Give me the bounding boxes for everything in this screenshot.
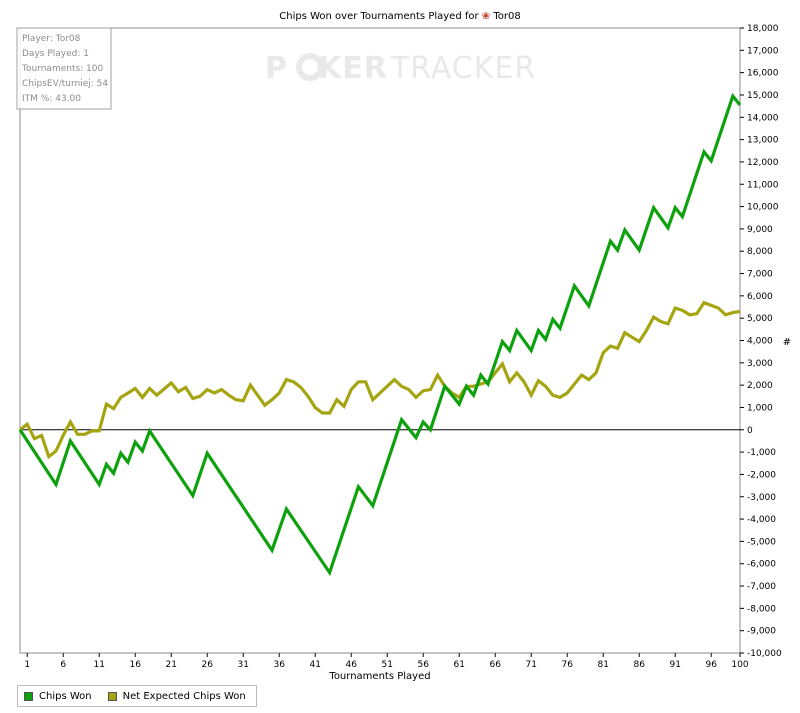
legend-swatch-chips-won	[24, 691, 33, 701]
y-tick-label: -1,000	[747, 448, 776, 458]
x-tick-label: 100	[731, 660, 748, 670]
y-tick-label: 2,000	[747, 381, 773, 391]
x-tick-label: 86	[633, 660, 645, 670]
y-tick-label: -10,000	[747, 649, 782, 659]
y-tick-label: 17,000	[747, 46, 779, 56]
info-player: Player: Tor08	[22, 34, 81, 44]
x-tick-label: 41	[309, 660, 320, 670]
x-tick-label: 61	[453, 660, 464, 670]
y-tick-label: 13,000	[747, 136, 779, 146]
x-tick-label: 56	[417, 660, 429, 670]
y-tick-label: 6,000	[747, 292, 773, 302]
y-tick-label: -4,000	[747, 515, 776, 525]
y-tick-label: -2,000	[747, 470, 776, 480]
y-tick-label: -5,000	[747, 537, 776, 547]
y-tick-label: 11,000	[747, 180, 779, 190]
legend: Chips Won Net Expected Chips Won	[17, 685, 257, 707]
y-tick-label: 1,000	[747, 403, 773, 413]
y-tick-label: 10,000	[747, 203, 779, 213]
x-tick-label: 26	[201, 660, 213, 670]
y-tick-label: 8,000	[747, 247, 773, 257]
x-tick-label: 1	[24, 660, 30, 670]
y-tick-label: -7,000	[747, 582, 776, 592]
y-tick-label: -3,000	[747, 493, 776, 503]
y-tick-label: -8,000	[747, 604, 776, 614]
legend-label-chips-won: Chips Won	[39, 690, 92, 702]
y-tick-label: -9,000	[747, 627, 776, 637]
chips-won-line	[18, 92, 742, 577]
y-tick-label: -6,000	[747, 560, 776, 570]
net-expected-chips-won-line	[19, 300, 741, 460]
y-tick-label: 15,000	[747, 91, 779, 101]
info-tournaments: Tournaments: 100	[21, 64, 104, 74]
x-tick-label: 81	[597, 660, 608, 670]
info-days-played: Days Played: 1	[22, 49, 89, 59]
legend-label-net-expected: Net Expected Chips Won	[122, 690, 246, 702]
x-tick-label: 51	[381, 660, 392, 670]
legend-item-chips-won[interactable]: Chips Won	[24, 691, 92, 702]
x-axis-label: Tournaments Played	[328, 671, 430, 682]
y-tick-label: 0	[747, 426, 753, 436]
y-tick-label: 4,000	[747, 337, 773, 347]
chart-title-player-name: Tor08	[490, 11, 521, 22]
info-itm: ITM %: 43.00	[22, 94, 81, 104]
y-tick-label: 3,000	[747, 359, 773, 369]
legend-item-net-expected[interactable]: Net Expected Chips Won	[107, 690, 246, 702]
y-tick-label: 5,000	[747, 314, 773, 324]
y-tick-label: 16,000	[747, 69, 779, 79]
y-tick-label: 7,000	[747, 270, 773, 280]
info-box: Player: Tor08 Days Played: 1 Tournaments…	[16, 27, 112, 110]
legend-swatch-net-expected	[107, 691, 117, 701]
x-tick-label: 76	[561, 660, 573, 670]
x-tick-label: 36	[273, 660, 285, 670]
chart-title-player-icon: ❀	[482, 11, 490, 22]
y-tick-label: 14,000	[747, 113, 779, 123]
y-tick-label: 9,000	[747, 225, 773, 235]
y-tick-label: 12,000	[747, 158, 779, 168]
x-tick-label: 31	[237, 660, 248, 670]
x-tick-label: 91	[669, 660, 680, 670]
x-tick-label: 96	[705, 660, 717, 670]
watermark-chip-icon	[296, 53, 324, 81]
plot-area	[19, 27, 741, 654]
x-tick-label: 16	[129, 660, 141, 670]
watermark: P KER TRACKER	[265, 51, 536, 86]
y-tick-label: 18,000	[747, 24, 779, 34]
chart-title-text: Chips Won over Tournaments Played for	[279, 11, 482, 22]
x-tick-label: 6	[60, 660, 66, 670]
x-tick-label: 11	[93, 660, 104, 670]
x-tick-label: 46	[345, 660, 357, 670]
y-axis-label: #	[783, 337, 791, 348]
chart-title: Chips Won over Tournaments Played for ❀ …	[279, 11, 520, 22]
x-tick-label: 71	[525, 660, 536, 670]
info-chips-ev: ChipsEV/turniej: 54	[22, 79, 108, 89]
x-tick-label: 21	[165, 660, 176, 670]
x-tick-label: 66	[489, 660, 501, 670]
